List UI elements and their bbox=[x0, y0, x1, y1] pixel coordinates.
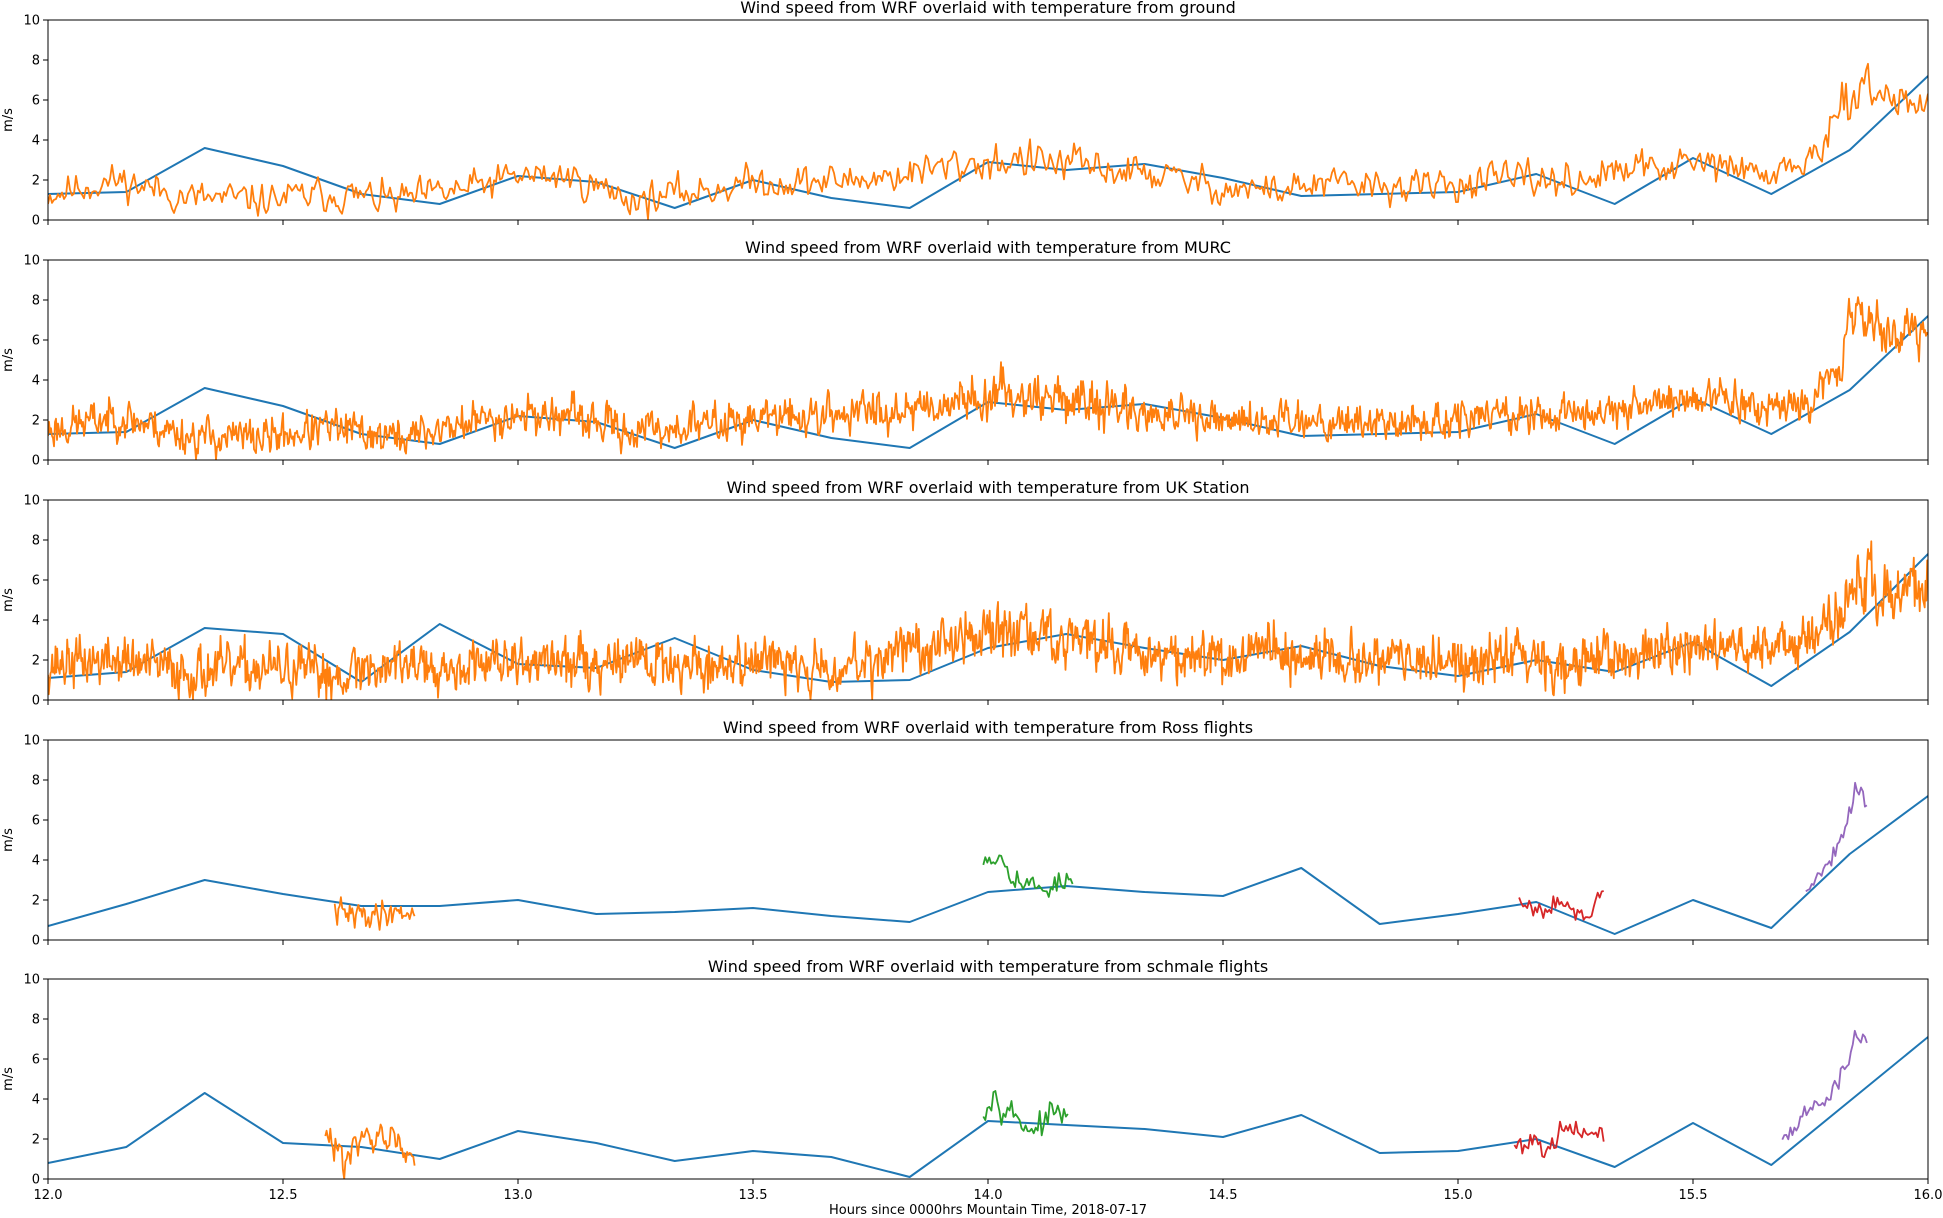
y-axis-label: m/s bbox=[1, 828, 16, 852]
y-tick-label: 8 bbox=[32, 534, 40, 549]
y-tick-label: 6 bbox=[32, 94, 40, 109]
x-tick-label: 14.5 bbox=[1209, 1188, 1238, 1203]
y-tick-label: 10 bbox=[23, 494, 40, 509]
y-tick-label: 8 bbox=[32, 54, 40, 69]
x-tick-label: 12.5 bbox=[269, 1188, 298, 1203]
subplot-title: Wind speed from WRF overlaid with temper… bbox=[723, 718, 1253, 737]
y-axis-label: m/s bbox=[1, 588, 16, 612]
y-tick-label: 0 bbox=[32, 694, 40, 709]
red-series-line bbox=[1518, 890, 1604, 921]
axes-frame bbox=[47, 259, 1929, 461]
x-tick-label: 16.0 bbox=[1914, 1188, 1943, 1203]
x-tick-label: 15.5 bbox=[1679, 1188, 1708, 1203]
red-series-line bbox=[1513, 1120, 1605, 1159]
y-tick-label: 8 bbox=[32, 1013, 40, 1028]
wrf-wind-line bbox=[48, 795, 1928, 935]
orange-series-line bbox=[48, 540, 1928, 700]
y-tick-label: 2 bbox=[32, 174, 40, 189]
axes-frame bbox=[47, 978, 1929, 1180]
y-tick-label: 8 bbox=[32, 774, 40, 789]
x-tick-label: 14.0 bbox=[974, 1188, 1003, 1203]
y-axis-label: m/s bbox=[1, 108, 16, 132]
y-tick-label: 4 bbox=[32, 374, 40, 389]
wrf-wind-line bbox=[48, 1036, 1928, 1178]
green-series-line bbox=[982, 1090, 1069, 1137]
axes-frame bbox=[47, 19, 1929, 221]
series-group bbox=[48, 781, 1928, 935]
x-tick-label: 12.0 bbox=[34, 1188, 63, 1203]
subplot-title: Wind speed from WRF overlaid with temper… bbox=[745, 238, 1231, 257]
y-tick-label: 4 bbox=[32, 134, 40, 149]
wrf-wind-line bbox=[48, 75, 1928, 209]
green-series-line bbox=[982, 854, 1074, 898]
y-tick-label: 0 bbox=[32, 1173, 40, 1188]
subplot-title: Wind speed from WRF overlaid with temper… bbox=[726, 478, 1249, 497]
orange-series-line bbox=[324, 1123, 416, 1179]
orange-series-line bbox=[48, 296, 1928, 460]
y-tick-label: 2 bbox=[32, 894, 40, 909]
x-tick-label: 13.0 bbox=[504, 1188, 533, 1203]
y-axis-label: m/s bbox=[1, 1067, 16, 1091]
subplot-title: Wind speed from WRF overlaid with temper… bbox=[708, 957, 1268, 976]
axes-frame bbox=[47, 499, 1929, 701]
y-tick-label: 10 bbox=[23, 254, 40, 269]
subplot-2: Wind speed from WRF overlaid with temper… bbox=[1, 238, 1929, 469]
purple-series-line bbox=[1781, 1029, 1868, 1141]
y-tick-label: 0 bbox=[32, 214, 40, 229]
y-tick-label: 2 bbox=[32, 414, 40, 429]
x-tick-label: 15.0 bbox=[1444, 1188, 1473, 1203]
y-tick-label: 0 bbox=[32, 454, 40, 469]
y-tick-label: 6 bbox=[32, 814, 40, 829]
y-tick-label: 4 bbox=[32, 854, 40, 869]
subplot-1: Wind speed from WRF overlaid with temper… bbox=[1, 0, 1929, 229]
subplot-3: Wind speed from WRF overlaid with temper… bbox=[1, 478, 1929, 709]
x-tick-label: 13.5 bbox=[739, 1188, 768, 1203]
subplot-5: Wind speed from WRF overlaid with temper… bbox=[1, 957, 1942, 1203]
y-tick-label: 10 bbox=[23, 973, 40, 988]
y-tick-label: 2 bbox=[32, 654, 40, 669]
y-tick-label: 0 bbox=[32, 934, 40, 949]
y-tick-label: 6 bbox=[32, 574, 40, 589]
purple-series-line bbox=[1805, 781, 1868, 893]
y-tick-label: 10 bbox=[23, 734, 40, 749]
y-tick-label: 6 bbox=[32, 1053, 40, 1068]
x-axis-label: Hours since 0000hrs Mountain Time, 2018-… bbox=[829, 1203, 1147, 1218]
y-tick-label: 4 bbox=[32, 614, 40, 629]
y-tick-label: 6 bbox=[32, 334, 40, 349]
orange-series-line bbox=[48, 62, 1928, 220]
subplot-title: Wind speed from WRF overlaid with temper… bbox=[740, 0, 1236, 17]
subplot-4: Wind speed from WRF overlaid with temper… bbox=[1, 718, 1929, 949]
y-axis-label: m/s bbox=[1, 348, 16, 372]
series-group bbox=[48, 62, 1928, 220]
y-tick-label: 10 bbox=[23, 14, 40, 29]
y-tick-label: 4 bbox=[32, 1093, 40, 1108]
orange-series-line bbox=[333, 896, 416, 931]
series-group bbox=[48, 540, 1928, 700]
axes-frame bbox=[47, 739, 1929, 941]
series-group bbox=[48, 1029, 1928, 1179]
y-tick-label: 2 bbox=[32, 1133, 40, 1148]
y-tick-label: 8 bbox=[32, 294, 40, 309]
series-group bbox=[48, 296, 1928, 460]
